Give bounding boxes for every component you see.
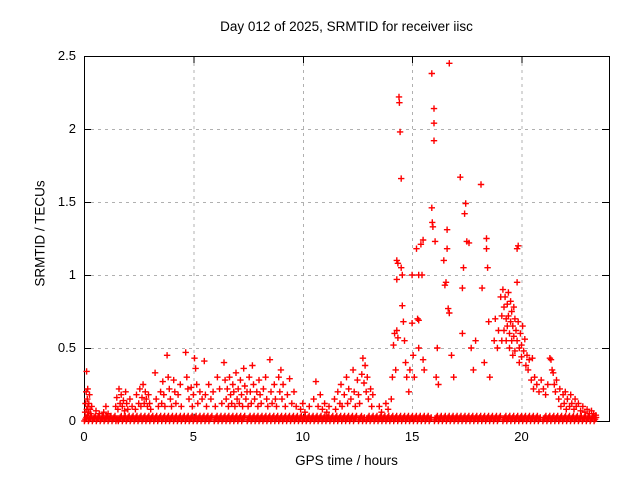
y-tick-label: 0 xyxy=(69,413,76,428)
axes xyxy=(84,56,610,422)
tick-labels: 0 5 10 15 20 0 0.5 1 1.5 2 2.5 xyxy=(58,48,529,444)
x-tick-label: 5 xyxy=(190,429,197,444)
x-tick-label: 20 xyxy=(514,429,528,444)
y-tick-label: 1.5 xyxy=(58,194,76,209)
chart-title: Day 012 of 2025, SRMTID for receiver iis… xyxy=(220,19,473,34)
y-tick-label: 2.5 xyxy=(58,48,76,63)
x-tick-label: 15 xyxy=(405,429,419,444)
x-axis-label: GPS time / hours xyxy=(295,453,398,468)
x-tick-label: 10 xyxy=(296,429,310,444)
y-tick-label: 0.5 xyxy=(58,340,76,355)
grid-lines xyxy=(84,56,609,422)
y-tick-label: 1 xyxy=(69,267,76,282)
scatter-points xyxy=(81,60,600,425)
y-tick-label: 2 xyxy=(69,121,76,136)
x-tick-label: 0 xyxy=(80,429,87,444)
